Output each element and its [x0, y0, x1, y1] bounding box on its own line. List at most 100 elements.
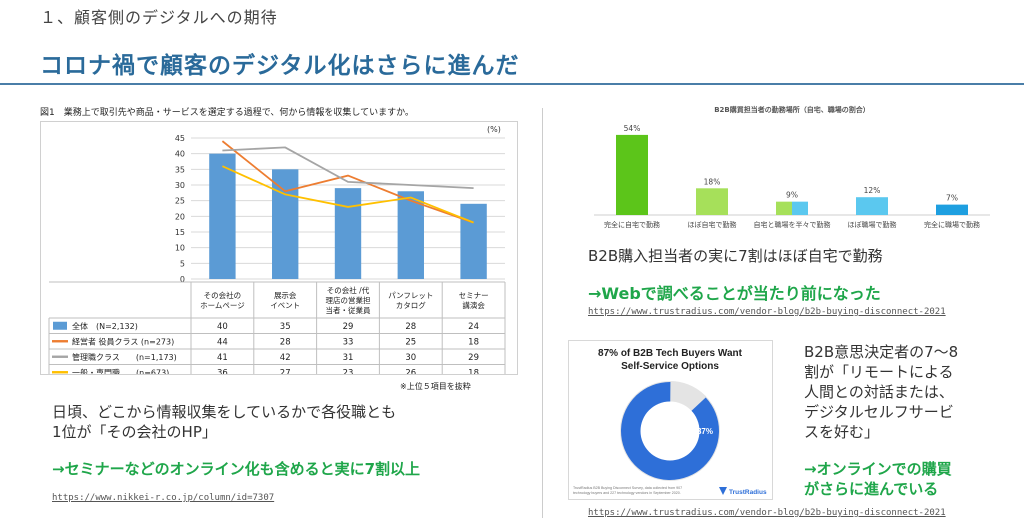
figure2-bar: [936, 204, 968, 215]
figure1-series-line: [222, 146, 474, 190]
figure1-y-tick-label: 35: [175, 165, 185, 174]
figure1-table-value: 24: [468, 322, 479, 332]
figure3-title-line1: 87% of B2B Tech Buyers Want: [598, 348, 743, 359]
right-highlight-2-line2: がさらに進んでいる: [804, 480, 939, 498]
figure1-table-value: 41: [217, 353, 228, 363]
figure1-table-value: 26: [405, 368, 416, 374]
figure1-table-value: 27: [280, 368, 291, 374]
figure1-y-tick-label: 0: [180, 275, 185, 284]
figure1-y-tick-label: 5: [180, 259, 185, 268]
figure1-bar: [209, 153, 236, 279]
figure2-value-label: 54%: [624, 124, 641, 133]
figure1-table-value: 23: [343, 368, 354, 374]
figure3-source-line1: TrustRadius B2B Buying Disconnect Survey…: [573, 486, 682, 490]
figure2-bar: [776, 201, 792, 215]
right-paragraph-2-line1: B2B意思決定者の7〜8: [804, 343, 959, 361]
figure2-bar: [856, 197, 888, 215]
figure1-bar: [460, 203, 487, 279]
figure2-value-label: 9%: [786, 191, 798, 200]
figure2-value-label: 18%: [704, 177, 721, 186]
figure1-chart-svg: (%) 0 5 10 15 20 25 30 35 40 45 その会社のホームページ 展示会イベント そ…: [48, 125, 506, 374]
figure1-table-value: 36: [217, 368, 228, 374]
figure1-bar: [397, 191, 424, 279]
right-paragraph-2-line3: 人間との対話または、: [804, 383, 954, 401]
right-highlight-1: →Webで調べることが当たり前になった: [588, 284, 881, 303]
figure1-y-tick-label: 40: [175, 150, 185, 159]
figure1-table-value: 29: [343, 322, 354, 332]
left-highlight: →セミナーなどのオンライン化も含めると実に7割以上: [52, 460, 421, 478]
figure2-value-label: 7%: [946, 194, 958, 203]
figure2-chart-svg: B2B購買担当者の勤務場所（自宅、職場の割合） 54% 完全に自宅で勤務 18% ほぼ自…: [594, 105, 990, 229]
column-divider: [542, 108, 543, 518]
figure2-title: B2B購買担当者の勤務場所（自宅、職場の割合）: [714, 105, 870, 114]
right-paragraph-2-line4: デジタルセルフサービ: [804, 403, 954, 421]
figure1-table-value: 30: [405, 353, 416, 363]
figure2-category-label: 自宅と職場を半々で勤務: [754, 220, 831, 229]
figure1-table-value: 28: [405, 322, 416, 332]
figure3-donut-svg: 87% of B2B Tech Buyers Want Self-Service …: [573, 348, 767, 496]
figure1-y-tick-label: 10: [175, 244, 185, 253]
right-highlight-2-line1: →オンラインでの購買: [804, 460, 952, 478]
figure1-table-value: 35: [280, 322, 291, 332]
figure1-bar: [334, 188, 362, 279]
figure1-category-label: その会社 /代理店の営業担当者・従業員: [326, 285, 371, 315]
right-paragraph-1: B2B購入担当者の実に7割はほぼ自宅で勤務: [588, 247, 883, 265]
figure3-slice-label: 87%: [697, 427, 713, 436]
figure2-category-label: 完全に自宅で勤務: [604, 220, 660, 229]
right-source-link-1[interactable]: https://www.trustradius.com/vendor-blog/…: [588, 307, 946, 317]
figure1-table-value: 44: [217, 337, 228, 347]
right-paragraph-2-line2: 割が「リモートによる: [804, 363, 954, 381]
figure1-series-line: [222, 165, 474, 224]
figure1-category-label: その会社のホームページ: [200, 290, 245, 310]
left-paragraph-line1: 日頃、どこから情報収集をしているかで各役職とも: [52, 403, 397, 421]
figure1-table-value: 28: [280, 337, 291, 347]
figure1-y-tick-label: 20: [175, 212, 185, 221]
figure1-table-value: 18: [468, 368, 479, 374]
page-title: コロナ禍で顧客のデジタル化はさらに進んだ: [40, 53, 520, 79]
figure1-category-label: 展示会イベント: [270, 290, 300, 310]
figure2-bar: [616, 134, 648, 215]
figure2-category-label: ほぼ自宅で勤務: [688, 220, 737, 229]
figure1-legend-label: 全体 (N=2,132): [72, 321, 138, 331]
figure1-table-value: 18: [468, 337, 479, 347]
left-source-link[interactable]: https://www.nikkei-r.co.jp/column/id=730…: [52, 493, 275, 503]
figure2-bar: [792, 201, 808, 215]
figure1-unit-label: (%): [487, 125, 501, 134]
right-paragraph-2-line5: スを好む」: [804, 423, 880, 441]
figure3-donut-panel: 87% of B2B Tech Buyers Want Self-Service …: [568, 340, 773, 500]
figure1-table-value: 29: [468, 353, 479, 363]
figure2-category-label: ほぼ職場で勤務: [848, 220, 897, 229]
figure1-table-value: 31: [343, 353, 354, 363]
figure1-series-line: [221, 140, 474, 224]
figure1-category-label: パンフレットカタログ: [388, 291, 433, 310]
figure1-legend-label: 管理職クラス (n=1,173): [72, 352, 177, 362]
figure3-donut-hole: [640, 401, 700, 461]
figure1-chart-panel: (%) 0 5 10 15 20 25 30 35 40 45 その会社のホームページ 展示会イベント そ…: [40, 121, 518, 375]
figure1-table-value: 25: [405, 337, 416, 347]
figure1-y-tick-label: 15: [175, 228, 185, 237]
figure1-bar: [272, 169, 299, 279]
section-title: １、顧客側のデジタルへの期待: [40, 8, 278, 27]
figure1-table-value: 33: [343, 337, 354, 347]
figure1-legend-label: 一般・専門職 (n=673): [72, 367, 169, 374]
figure2-category-label: 完全に職場で勤務: [924, 220, 980, 229]
figure1-caption: 図1 業務上で取引先や商品・サービスを選定する過程で、何から情報を収集しています…: [40, 108, 414, 118]
right-source-link-2[interactable]: https://www.trustradius.com/vendor-blog/…: [588, 508, 946, 518]
title-underline: [0, 83, 1024, 85]
figure3-brand: TrustRadius: [729, 489, 767, 496]
left-paragraph-line2: 1位が「その会社のHP」: [52, 423, 217, 441]
figure1-y-tick-label: 45: [175, 134, 185, 143]
figure1-table-value: 40: [217, 322, 228, 332]
figure2-value-label: 12%: [864, 186, 881, 195]
figure1-table-value: 42: [280, 353, 291, 363]
figure1-category-label: セミナー講演会: [459, 291, 489, 310]
figure3-title-line2: Self-Service Options: [621, 361, 719, 372]
figure1-y-tick-label: 25: [175, 197, 185, 206]
figure1-footnote: ※上位５項目を抜粋: [400, 382, 471, 391]
figure2-chart-panel: B2B購買担当者の勤務場所（自宅、職場の割合） 54% 完全に自宅で勤務 18% ほぼ自…: [592, 104, 992, 239]
figure1-y-tick-label: 30: [175, 181, 185, 190]
figure1-legend-swatch: [53, 321, 67, 330]
figure1-legend-label: 経営者 役員クラス (n=273): [72, 336, 174, 346]
trustradius-logo-icon: [719, 487, 727, 495]
figure3-source-line2: technology buyers and 227 technology ven…: [573, 491, 681, 495]
